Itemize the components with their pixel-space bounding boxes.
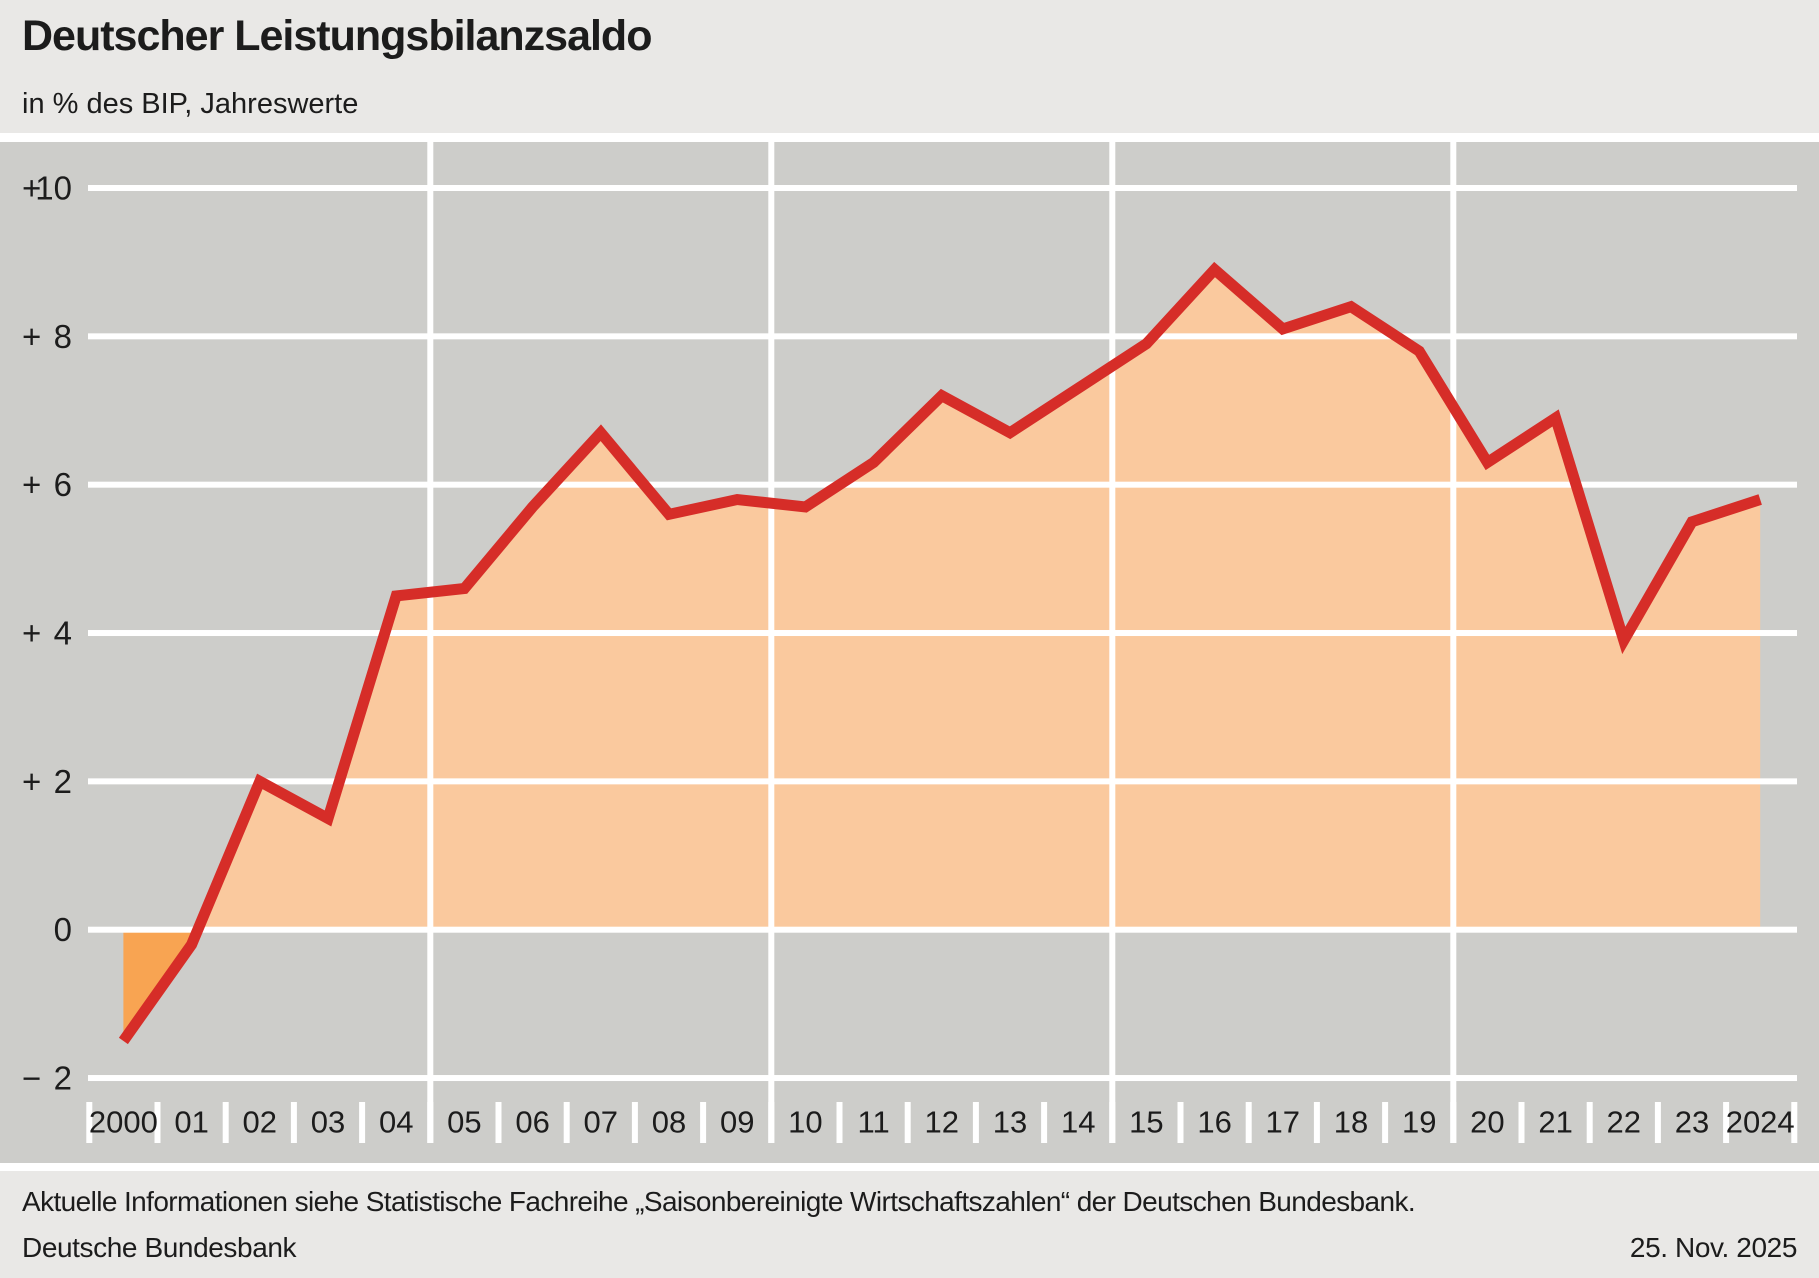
x-axis-tick <box>290 1102 297 1143</box>
x-axis-tick <box>1041 1102 1048 1143</box>
x-axis-year-label: 09 <box>720 1105 754 1140</box>
x-axis-year-label: 17 <box>1266 1105 1300 1140</box>
x-axis-tick <box>1586 1102 1593 1143</box>
gridline-horizontal <box>88 185 1797 191</box>
x-axis-tick <box>86 1102 93 1143</box>
x-axis-year-label: 04 <box>379 1105 413 1140</box>
x-axis-tick <box>1654 1102 1661 1143</box>
x-axis-year-label: 11 <box>858 1105 890 1140</box>
x-axis-year-label: 19 <box>1402 1105 1436 1140</box>
x-axis-tick <box>563 1102 570 1143</box>
x-axis-year-label: 23 <box>1675 1105 1709 1140</box>
x-axis-tick <box>631 1102 638 1143</box>
gridline-vertical <box>1109 142 1116 1143</box>
x-axis-tick <box>359 1102 366 1143</box>
y-axis-tick-label-sign: + <box>22 763 41 800</box>
x-axis-tick <box>1791 1102 1798 1143</box>
x-axis-tick <box>154 1102 161 1143</box>
footer-date: 25. Nov. 2025 <box>1629 1232 1797 1263</box>
x-axis-year-label: 05 <box>447 1105 481 1140</box>
x-axis-year-label: 2024 <box>1726 1105 1795 1140</box>
x-axis-year-label: 02 <box>243 1105 277 1140</box>
x-axis-year-label: 01 <box>174 1105 208 1140</box>
x-axis-tick <box>1382 1102 1389 1143</box>
x-axis-year-label: 13 <box>993 1105 1027 1140</box>
gridline-horizontal <box>88 481 1797 488</box>
x-axis-tick <box>836 1102 843 1143</box>
gridline-vertical <box>768 142 775 1143</box>
gridline-horizontal <box>88 778 1797 785</box>
y-axis-tick-label: 0 <box>54 911 72 948</box>
x-axis-year-label: 14 <box>1061 1105 1095 1140</box>
x-axis-year-label: 20 <box>1470 1105 1504 1140</box>
x-axis-year-label: 15 <box>1129 1105 1163 1140</box>
x-axis-year-label: 06 <box>515 1105 549 1140</box>
y-axis-tick-label-sign: + <box>22 615 41 652</box>
y-axis-tick-label-sign: + <box>22 318 41 355</box>
x-axis-year-label: 2000 <box>89 1105 158 1140</box>
x-axis-tick <box>1245 1102 1252 1143</box>
x-axis-year-label: 21 <box>1538 1105 1572 1140</box>
page-title: Deutscher Leistungsbilanzsaldo <box>22 12 652 60</box>
gridline-horizontal <box>88 333 1797 340</box>
x-axis-year-label: 08 <box>652 1105 686 1140</box>
gridline-horizontal <box>88 926 1797 933</box>
x-axis-tick <box>495 1102 502 1143</box>
gridline-horizontal <box>88 630 1797 637</box>
x-axis-year-label: 07 <box>584 1105 618 1140</box>
x-axis-year-label: 16 <box>1197 1105 1231 1140</box>
footer-source: Deutsche Bundesbank <box>22 1232 297 1263</box>
x-axis-year-label: 22 <box>1607 1105 1641 1140</box>
area-fill-positive <box>197 269 1761 930</box>
gridline-horizontal <box>88 1075 1797 1082</box>
x-axis-year-label: 18 <box>1334 1105 1368 1140</box>
y-axis-tick-label: 4 <box>54 615 72 652</box>
x-axis-tick <box>700 1102 707 1143</box>
footer-note: Aktuelle Informationen siehe Statistisch… <box>22 1186 1416 1217</box>
y-axis-tick-label: 8 <box>54 318 72 355</box>
x-axis-tick <box>1518 1102 1525 1143</box>
x-axis-tick <box>1313 1102 1320 1143</box>
x-axis-year-label: 10 <box>788 1105 822 1140</box>
data-line <box>118 261 1762 1045</box>
gridline-vertical <box>427 142 434 1143</box>
page-subtitle: in % des BIP, Jahreswerte <box>22 88 359 120</box>
header-separator <box>0 133 1819 142</box>
x-axis-year-label: 03 <box>311 1105 345 1140</box>
y-axis-tick-label: 6 <box>54 466 72 503</box>
y-axis-tick-label-sign: + <box>22 170 41 207</box>
x-axis-tick <box>222 1102 229 1143</box>
y-axis-tick-label: 2 <box>54 763 72 800</box>
x-axis-tick <box>904 1102 911 1143</box>
x-axis-year-label: 12 <box>925 1105 959 1140</box>
gridline-vertical <box>1450 142 1457 1143</box>
x-axis-tick <box>972 1102 979 1143</box>
y-axis-tick-label-sign: − <box>22 1060 41 1097</box>
x-axis-tick <box>1723 1102 1730 1143</box>
y-axis-tick-label-sign: + <box>22 466 41 503</box>
y-axis-tick-label: 10 <box>35 170 72 207</box>
y-axis-tick-label: 2 <box>54 1060 72 1097</box>
x-axis-tick <box>1177 1102 1184 1143</box>
footer-separator <box>0 1163 1819 1171</box>
